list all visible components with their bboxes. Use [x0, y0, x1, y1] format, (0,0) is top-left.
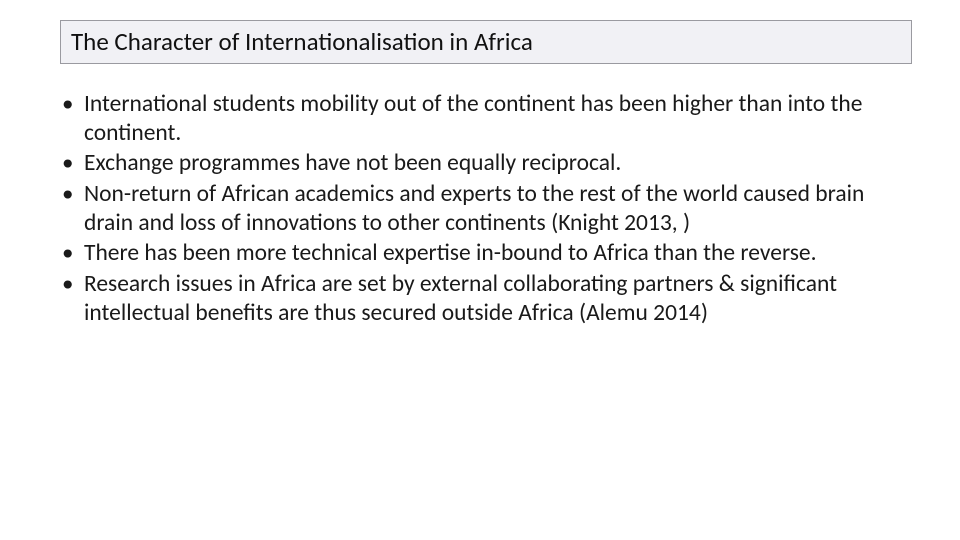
slide-title: The Character of Internationalisation in… [71, 27, 901, 57]
slide: The Character of Internationalisation in… [0, 0, 960, 540]
list-item: Exchange programmes have not been equall… [56, 149, 872, 178]
list-item: Research issues in Africa are set by ext… [56, 270, 872, 327]
list-item: Non-return of African academics and expe… [56, 180, 872, 237]
slide-title-box: The Character of Internationalisation in… [60, 20, 912, 64]
list-item: International students mobility out of t… [56, 90, 872, 147]
slide-body: International students mobility out of t… [48, 90, 912, 327]
bullet-list: International students mobility out of t… [56, 90, 872, 327]
list-item: There has been more technical expertise … [56, 239, 872, 268]
